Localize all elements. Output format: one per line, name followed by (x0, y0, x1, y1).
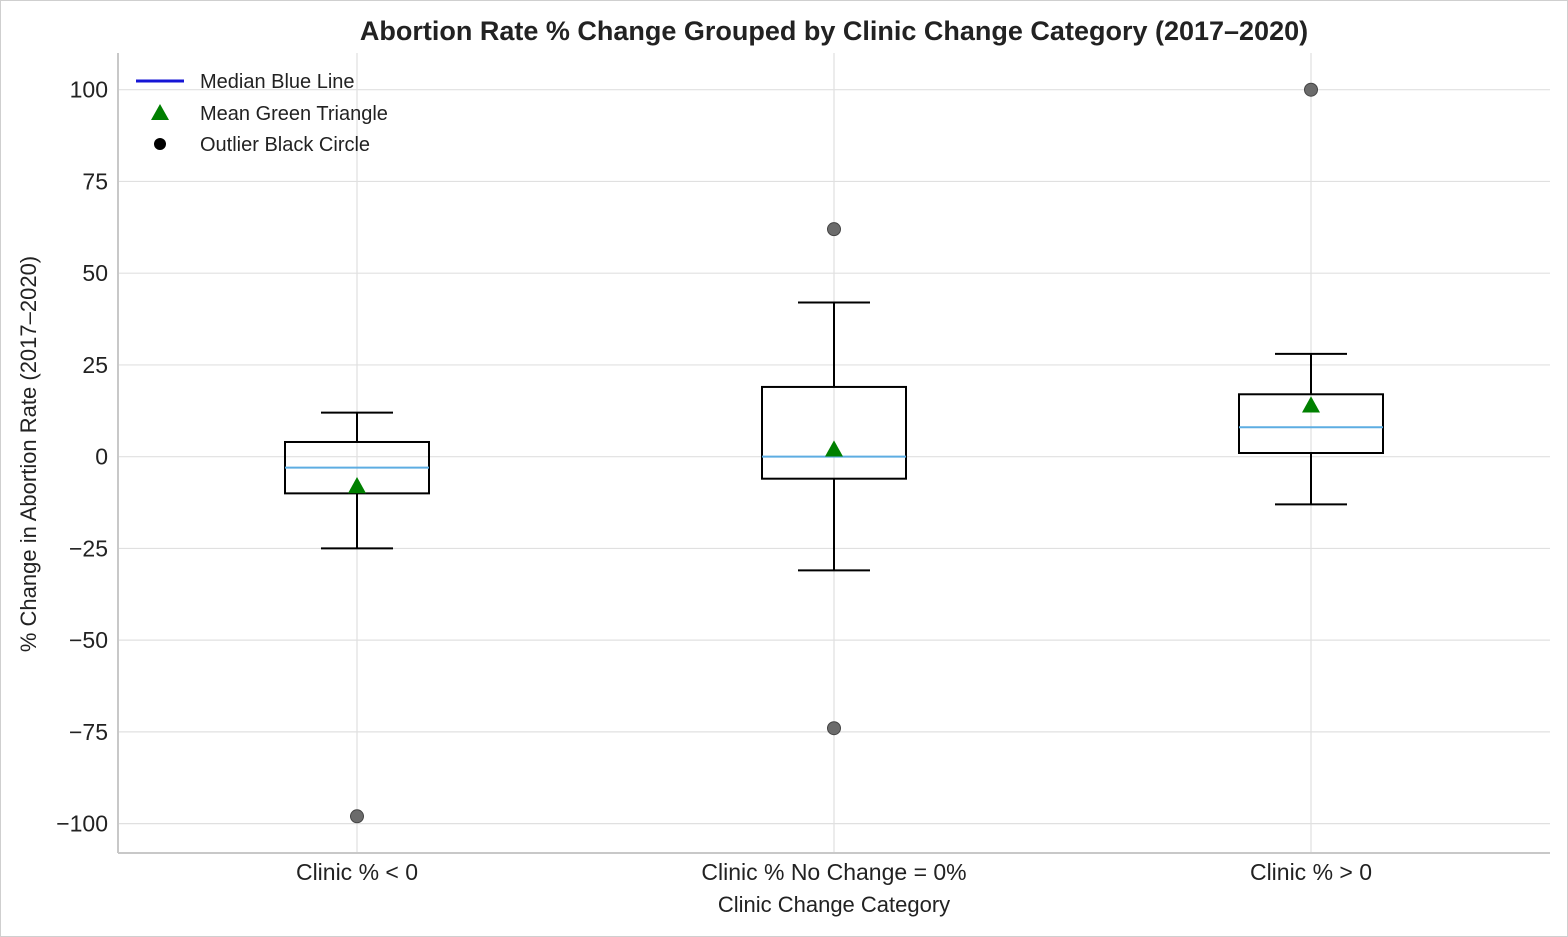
x-tick-label: Clinic % No Change = 0% (701, 859, 966, 885)
outlier-point (827, 222, 841, 237)
x-tick-label: Clinic % < 0 (296, 859, 418, 885)
box-group (284, 411, 430, 824)
legend-item: Mean Green Triangle (151, 103, 388, 125)
y-tick-label: −50 (69, 627, 108, 653)
box-group (761, 222, 907, 736)
y-tick-label: 50 (82, 260, 108, 286)
y-tick-label: 100 (70, 77, 108, 103)
legend-label: Mean Green Triangle (200, 103, 388, 125)
outlier-point (827, 721, 841, 736)
legend-item: Median Blue Line (136, 71, 355, 93)
y-tick-label: −25 (69, 535, 108, 561)
y-tick-label: 0 (95, 444, 108, 470)
boxes-layer (284, 82, 1384, 824)
y-tick-label: 25 (82, 352, 108, 378)
mean-marker (348, 477, 366, 494)
x-axis-label: Clinic Change Category (718, 892, 950, 917)
iqr-box (761, 385, 907, 480)
y-tick-label: −75 (69, 719, 108, 745)
axes-layer (117, 53, 1550, 854)
iqr-box (1238, 393, 1384, 454)
x-tick-label: Clinic % > 0 (1250, 859, 1372, 885)
legend-label: Outlier Black Circle (200, 134, 370, 156)
y-axis-label: % Change in Abortion Rate (2017–2020) (16, 256, 41, 652)
y-tick-label: −100 (56, 811, 108, 837)
legend: Median Blue Line Mean Green Triangle Outli… (136, 71, 388, 156)
legend-circle-swatch (154, 138, 166, 150)
mean-marker (825, 440, 843, 457)
legend-item: Outlier Black Circle (154, 134, 370, 156)
legend-label: Median Blue Line (200, 71, 355, 93)
ticks-layer: 100 75 50 25 0 −25 −50 −75 −100 Clinic % < 0 Clini… (56, 77, 1372, 885)
box-group (1238, 82, 1384, 506)
mean-marker (1302, 396, 1320, 413)
chart-title: Abortion Rate % Change Grouped by Clinic… (360, 16, 1308, 46)
outlier-point (350, 809, 364, 824)
legend-triangle-swatch (151, 104, 169, 120)
outlier-point (1304, 82, 1318, 97)
y-tick-label: 75 (82, 168, 108, 194)
